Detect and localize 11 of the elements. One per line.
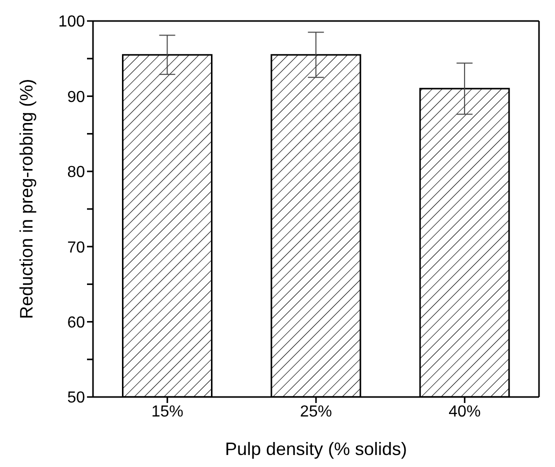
y-tick-label: 100 <box>58 14 86 31</box>
x-tick-label: 15% <box>151 403 184 420</box>
y-tick-label: 80 <box>67 164 86 182</box>
y-tick-label: 70 <box>67 239 86 256</box>
y-tick-label: 90 <box>67 88 86 106</box>
x-tick-label: 40% <box>448 403 481 420</box>
x-axis-title: Pulp density (% solids) <box>224 439 408 459</box>
y-tick-label: 60 <box>67 314 86 332</box>
x-tick-label: 25% <box>300 403 332 420</box>
y-tick-label: 50 <box>67 390 86 407</box>
y-axis-title: Reduction in preg-robbing (%) <box>16 78 36 319</box>
